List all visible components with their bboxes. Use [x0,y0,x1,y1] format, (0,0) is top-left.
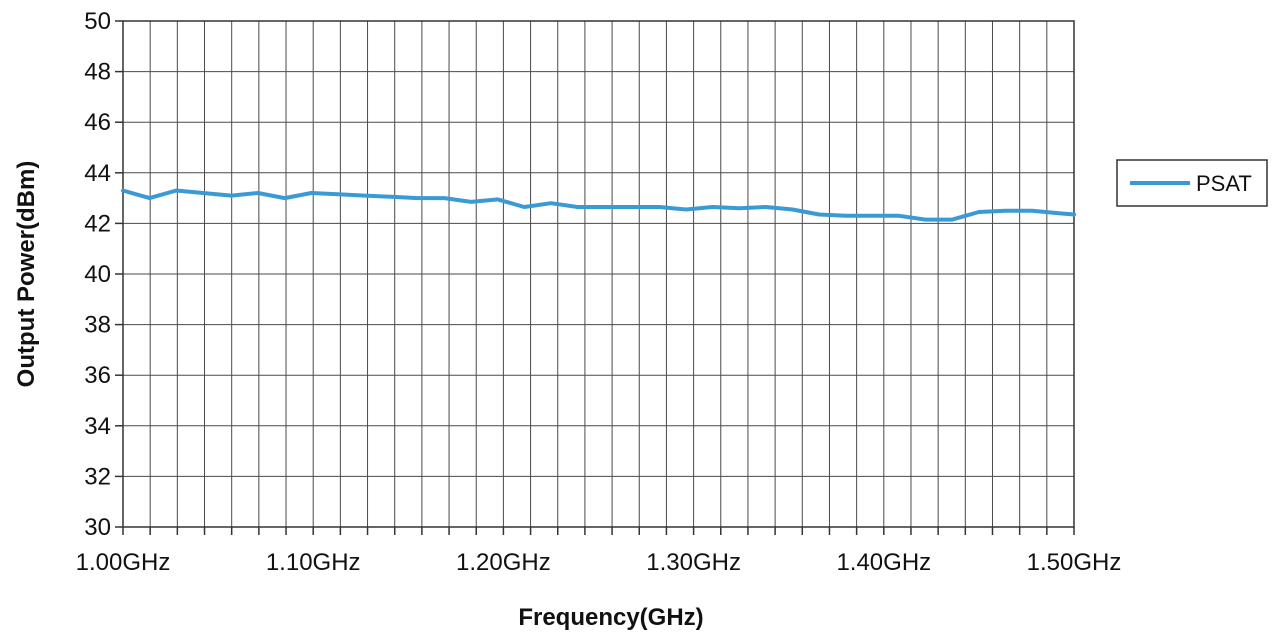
x-axis-ticks: 1.00GHz 1.10GHz 1.20GHz 1.30GHz 1.40GHz 1.50G… [76,527,1122,576]
y-tick-label: 36 [84,362,111,389]
x-tick-label: 1.40GHz [836,549,931,576]
x-tick-label: 1.20GHz [456,549,551,576]
y-tick-label: 30 [84,514,111,541]
y-axis-ticks: 30 32 34 36 38 40 42 44 46 48 50 [84,8,123,541]
y-tick-label: 50 [84,8,111,35]
series-line-psat [121,188,1076,222]
grid [123,21,1074,527]
x-tick-label: 1.30GHz [646,549,741,576]
y-tick-label: 40 [84,261,111,288]
y-tick-label: 32 [84,463,111,490]
y-tick-label: 48 [84,59,111,86]
legend: PSAT [1116,159,1268,207]
y-tick-label: 46 [84,109,111,136]
x-axis-title: Frequency(GHz) [518,604,703,631]
legend-label-psat: PSAT [1196,171,1252,196]
y-tick-label: 34 [84,413,111,440]
y-axis-title: Output Power(dBm) [13,161,40,388]
x-tick-label: 1.10GHz [266,549,361,576]
series-group [121,188,1076,222]
y-tick-label: 44 [84,160,111,187]
y-tick-label: 42 [84,210,111,237]
x-tick-label: 1.50GHz [1027,549,1122,576]
x-tick-label: 1.00GHz [76,549,171,576]
y-tick-label: 38 [84,312,111,339]
